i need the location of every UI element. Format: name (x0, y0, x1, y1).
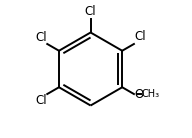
Text: Cl: Cl (35, 31, 47, 44)
Text: O: O (135, 88, 144, 101)
Text: Cl: Cl (135, 30, 146, 43)
Text: Cl: Cl (85, 5, 96, 18)
Text: CH₃: CH₃ (141, 89, 159, 99)
Text: Cl: Cl (35, 94, 47, 107)
